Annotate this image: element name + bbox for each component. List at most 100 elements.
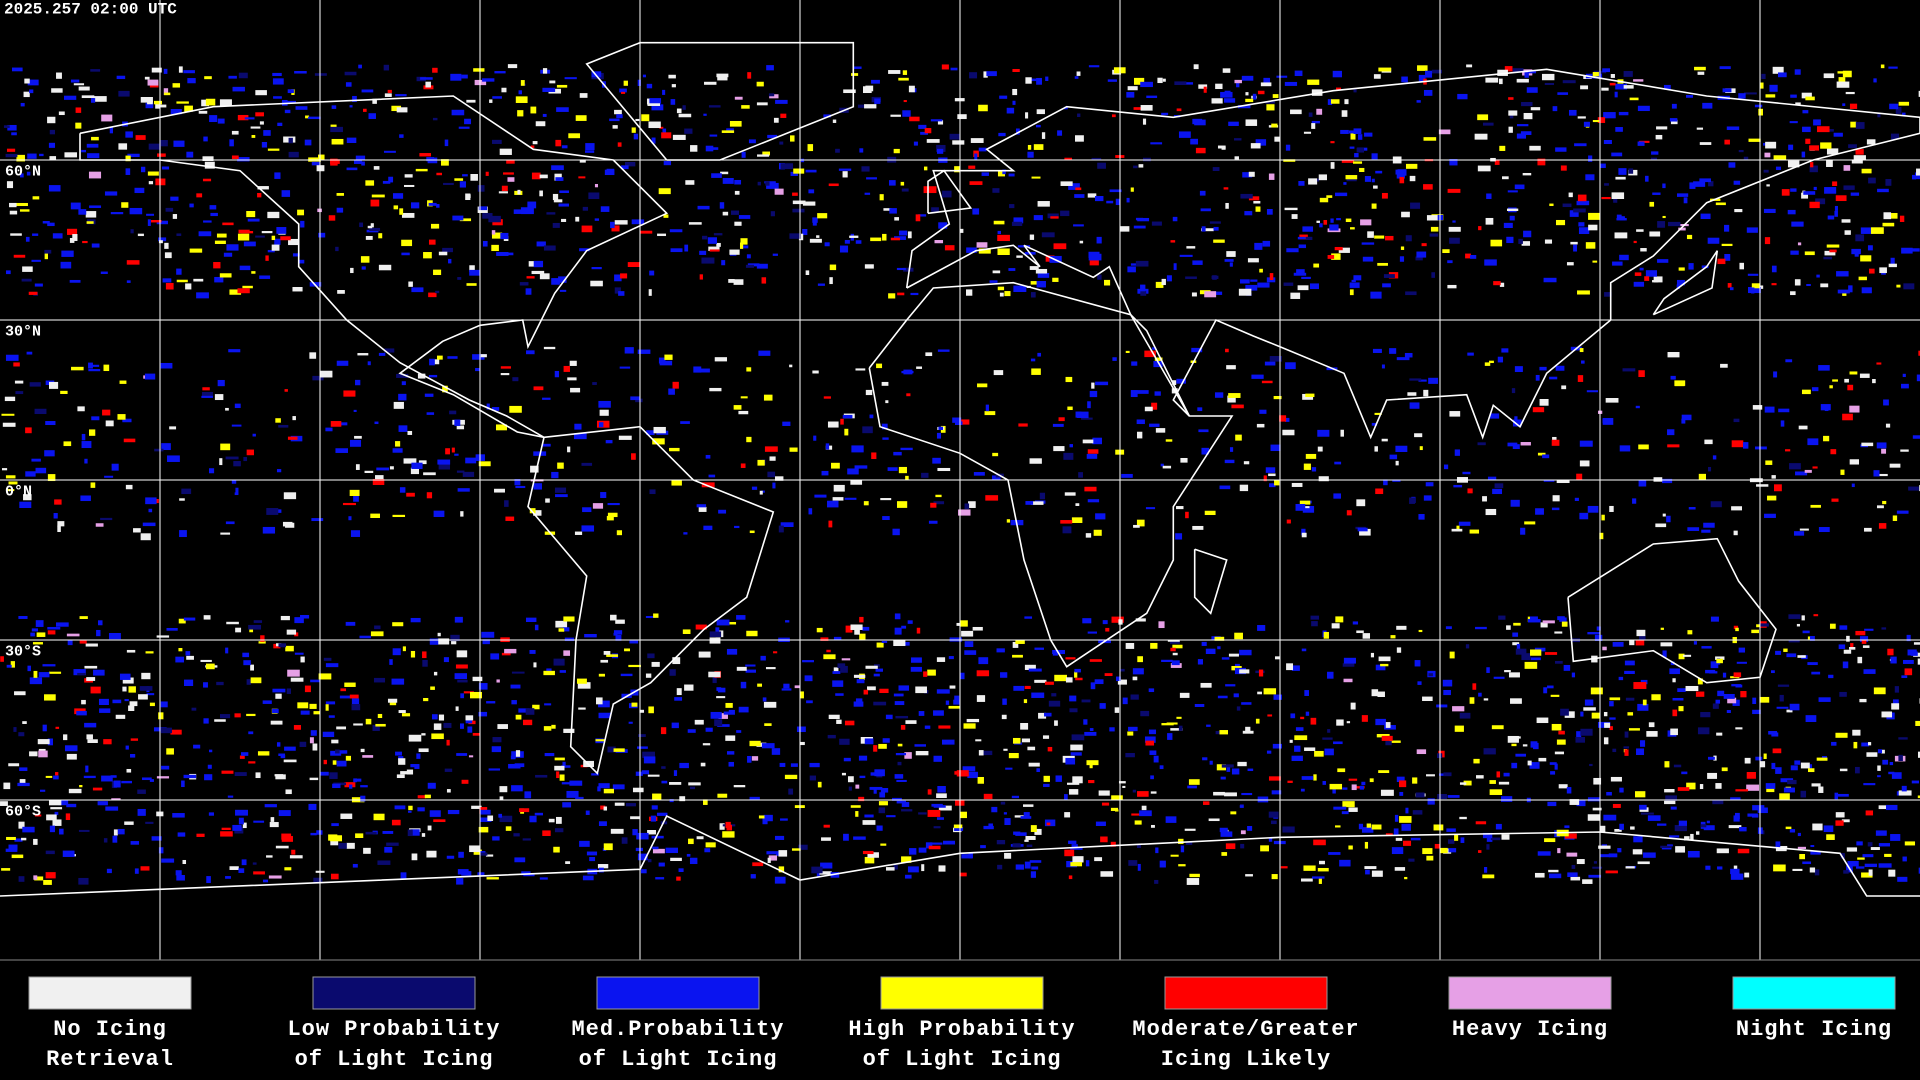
icing-patch [1580,728,1593,736]
icing-patch [469,845,480,853]
icing-patch [50,807,63,810]
icing-patch [1301,648,1307,652]
icing-patch [1391,847,1404,855]
icing-patch [1570,876,1581,881]
icing-patch [1150,642,1158,649]
icing-patch [1635,640,1645,646]
icing-patch [363,847,371,854]
icing-patch [1489,780,1496,784]
icing-patch [559,190,569,193]
icing-patch [768,93,775,97]
icing-patch [1341,811,1349,815]
icing-patch [1314,750,1324,757]
icing-patch [1081,417,1093,420]
icing-patch [1576,200,1590,206]
icing-patch [482,78,495,82]
icing-patch [1639,267,1644,271]
icing-patch [684,244,689,252]
icing-patch [330,421,342,427]
icing-patch [621,91,626,94]
icing-patch [134,868,139,874]
icing-patch [87,153,100,159]
icing-patch [1557,848,1561,854]
icing-patch [1467,352,1474,356]
icing-patch [1810,845,1815,848]
icing-patch [839,738,850,745]
icing-patch [761,277,767,284]
icing-patch [1724,253,1731,261]
icing-patch [1831,741,1837,746]
icing-patch [1592,72,1599,77]
icing-patch [1305,453,1317,459]
icing-patch [415,168,428,172]
icing-patch [1588,874,1602,878]
icing-patch [579,248,590,252]
icing-patch [1724,224,1730,232]
icing-patch [1159,765,1164,770]
icing-patch [1651,694,1661,701]
icing-patch [1189,873,1200,878]
icing-patch [253,871,265,875]
icing-patch [668,388,675,395]
icing-patch [1310,717,1317,725]
icing-patch [1672,709,1678,717]
icing-patch [1469,697,1475,704]
icing-patch [1065,657,1076,660]
icing-patch [526,276,535,279]
icing-patch [140,97,153,103]
icing-patch [1488,360,1494,364]
icing-patch [565,861,571,864]
icing-patch [705,842,716,848]
icing-patch [1259,409,1267,414]
icing-patch [1176,108,1182,112]
legend-label: Retrieval [46,1047,174,1072]
icing-patch [1200,682,1212,688]
icing-patch [250,677,262,684]
icing-patch [91,136,99,141]
icing-patch [4,396,16,402]
icing-patch [1026,844,1033,847]
icing-patch [1507,735,1519,743]
icing-patch [789,364,793,368]
icing-patch [1261,380,1273,384]
icing-patch [170,109,182,115]
icing-patch [1606,791,1612,796]
icing-patch [1635,405,1640,409]
icing-patch [1139,810,1152,817]
icing-patch [522,719,533,726]
icing-patch [360,256,370,263]
icing-patch [1395,837,1403,841]
icing-patch [1141,805,1147,811]
icing-patch [1712,800,1724,805]
icing-patch [1703,522,1715,528]
icing-patch [1047,746,1053,752]
icing-patch [433,723,442,730]
icing-patch [299,259,305,264]
icing-patch [529,649,536,654]
icing-patch [181,488,192,495]
icing-patch [790,135,795,142]
icing-patch [8,844,18,850]
icing-patch [65,745,78,752]
icing-patch [1878,805,1892,810]
icing-patch [5,270,11,275]
icing-patch [313,711,321,715]
icing-patch [39,789,46,792]
icing-patch [773,651,778,654]
icing-patch [217,118,225,124]
icing-patch [1509,113,1514,119]
icing-patch [656,812,668,816]
icing-patch [1154,879,1159,884]
icing-patch [389,701,397,706]
icing-patch [882,437,889,440]
icing-patch [449,410,457,415]
icing-patch [1344,99,1349,105]
icing-patch [1623,85,1634,89]
icing-patch [1857,857,1865,860]
icing-patch [1651,151,1659,155]
icing-patch [705,454,711,459]
icing-patch [419,153,431,157]
icing-patch [1674,825,1687,832]
icing-patch [1842,103,1846,107]
icing-patch [1423,184,1433,190]
